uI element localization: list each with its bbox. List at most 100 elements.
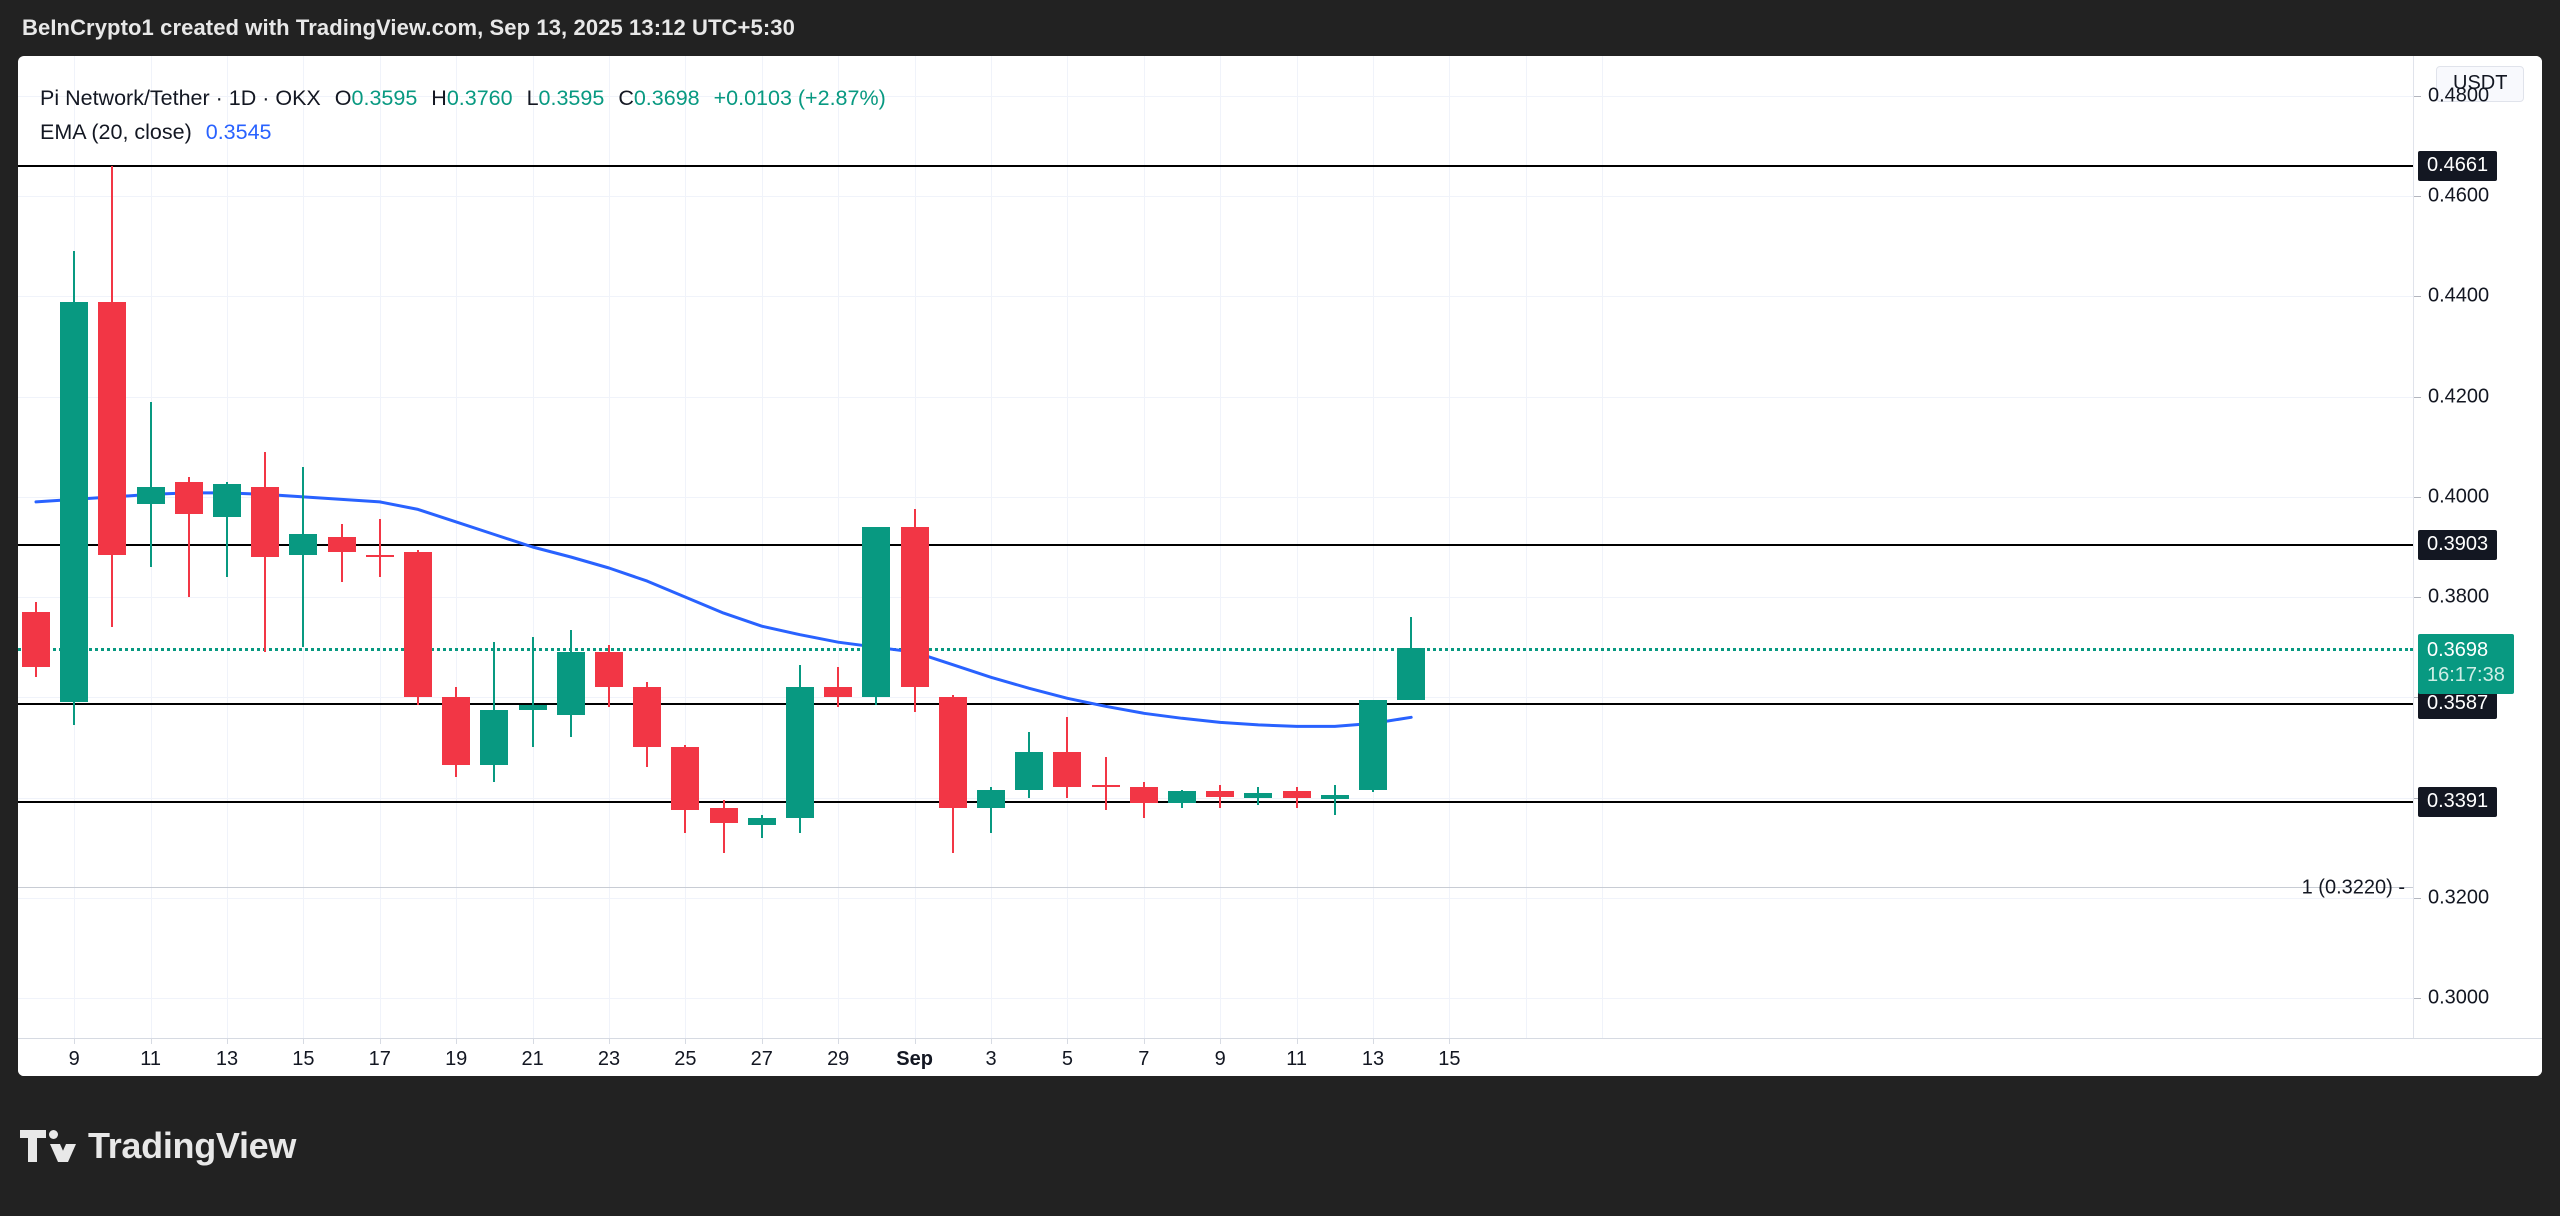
price-axis[interactable]: USDT 0.4800 0.4600 0.4400 0.4200 0.4000 0.380… [2413, 56, 2542, 1038]
candle-wick [531, 637, 534, 748]
attribution-bar: BeInCrypto1 created with TradingView.com… [0, 0, 2560, 56]
candle-body [747, 817, 776, 826]
time-axis-tick-label: 19 [445, 1048, 468, 1070]
price-level-line-resistance[interactable] [18, 544, 2413, 547]
price-axis-tick-mark [2414, 296, 2421, 298]
candle-body [365, 554, 394, 557]
grid-line-vertical [838, 56, 840, 1038]
time-axis-tick-label: 9 [1214, 1048, 1226, 1070]
time-axis[interactable]: 9 11 13 15 17 19 21 23 25 27 29 Sep 3 5 7 9 11 13 15 [18, 1038, 2542, 1076]
time-axis-tick-mark [74, 1039, 76, 1044]
time-axis-tick-mark [1373, 1039, 1374, 1044]
time-axis-tick-label: 23 [597, 1048, 621, 1070]
price-axis-tick-label: 0.3200 [2428, 886, 2490, 909]
grid-line-vertical [1220, 56, 1222, 1038]
grid-line-horizontal [18, 496, 2413, 498]
price-level-badge[interactable]: 0.3391 [2418, 787, 2498, 818]
time-axis-tick-label: 11 [1286, 1048, 1307, 1070]
candle-wick [378, 519, 381, 578]
time-axis-tick-label: 5 [1061, 1048, 1073, 1070]
price-level-line-support[interactable] [18, 801, 2413, 804]
currency-chip[interactable]: USDT [2436, 66, 2525, 102]
candle-body [22, 612, 50, 668]
candle-body [1359, 699, 1387, 790]
time-axis-tick-label: 17 [368, 1048, 391, 1070]
candle-body [213, 484, 241, 517]
candle-body [289, 534, 318, 555]
price-level-line-resistance[interactable] [18, 164, 2413, 167]
grid-line-vertical [456, 56, 458, 1038]
candle-body [595, 652, 623, 688]
tradingview-logo[interactable]: TradingView [20, 1125, 296, 1167]
legend-ohlc-row: Pi Network/Tether · 1D · OKX O 0.3595 H 0.… [40, 84, 886, 113]
candle-body [1320, 795, 1349, 799]
candle-body [1129, 787, 1158, 803]
legend-low-key: L [526, 86, 539, 110]
last-price-badge[interactable]: 0.3698 16:17:38 [2418, 634, 2514, 695]
fib-level-label: 1 (0.3220) - [2301, 876, 2405, 899]
time-axis-tick-mark [456, 1039, 458, 1044]
last-price-value: 0.3698 [2427, 639, 2489, 662]
time-axis-tick-mark [1143, 1039, 1145, 1044]
candle-body [786, 687, 814, 818]
grid-line-horizontal [18, 396, 2413, 398]
legend-low-value: 0.3595 [538, 86, 605, 110]
grid-line-horizontal [18, 797, 2413, 799]
price-axis-tick-mark [2414, 797, 2421, 799]
legend-close-key: C [618, 86, 634, 110]
price-level-badge[interactable]: 0.4661 [2418, 150, 2498, 181]
candle-body [1015, 752, 1044, 790]
time-axis-tick-label: 9 [68, 1048, 80, 1070]
candle-wick [1104, 757, 1107, 811]
candle-wick [837, 667, 840, 708]
price-axis-tick-label: 0.4600 [2428, 184, 2490, 207]
candle-body [671, 747, 700, 811]
candle-body [442, 697, 471, 765]
legend-ema-label[interactable]: EMA (20, close) [40, 120, 192, 144]
price-axis-tick-mark [2414, 597, 2421, 599]
grid-line-horizontal [18, 296, 2413, 298]
grid-line-vertical [1525, 56, 1527, 1038]
candle-wick [990, 787, 992, 833]
time-axis-tick-mark [150, 1039, 152, 1044]
grid-line-vertical [761, 56, 763, 1038]
time-axis-tick-label: Sep [896, 1048, 933, 1070]
grid-line-vertical [1449, 56, 1451, 1038]
price-axis-tick-mark [2414, 997, 2421, 999]
price-level-line-fib[interactable] [18, 886, 2413, 888]
footer-bar: TradingView [0, 1076, 2560, 1216]
candle-wick [722, 800, 725, 853]
candle-wick [226, 481, 228, 578]
time-axis-tick-mark [609, 1039, 610, 1044]
candle-body [862, 526, 891, 698]
time-axis-tick-mark [1067, 1039, 1069, 1044]
price-level-badge[interactable]: 0.3903 [2418, 530, 2498, 561]
candle-body [1053, 752, 1082, 788]
legend-change-value: +0.0103 (+2.87%) [713, 86, 886, 110]
candle-body [1168, 791, 1196, 803]
time-axis-tick-label: 7 [1138, 1048, 1150, 1070]
candle-wick [760, 815, 763, 838]
time-axis-tick-label: 11 [140, 1048, 161, 1070]
time-axis-tick-mark [991, 1039, 992, 1044]
price-level-line-support[interactable] [18, 702, 2413, 705]
grid-line-vertical [685, 56, 687, 1038]
grid-line-horizontal [18, 897, 2413, 899]
time-axis-tick-mark [761, 1039, 763, 1044]
legend-close-value: 0.3698 [633, 86, 700, 110]
legend-symbol[interactable]: Pi Network/Tether · 1D · OKX [40, 86, 321, 110]
candle-body [480, 709, 509, 765]
candle-body [60, 301, 89, 703]
candle-body [1282, 791, 1311, 799]
price-axis-tick-mark [2414, 496, 2421, 498]
candle-body [1244, 792, 1273, 798]
chart-plot-area[interactable]: 1 (0.3220) - [18, 56, 2413, 1038]
grid-line-horizontal [18, 997, 2413, 999]
price-axis-tick-label: 0.3800 [2428, 585, 2490, 608]
candle-wick [187, 476, 190, 598]
legend-high-value: 0.3760 [446, 86, 513, 110]
time-axis-tick-label: 3 [985, 1048, 997, 1070]
time-axis-tick-label: 13 [215, 1048, 239, 1070]
candle-wick [1333, 784, 1336, 816]
candle-body [1397, 648, 1426, 700]
